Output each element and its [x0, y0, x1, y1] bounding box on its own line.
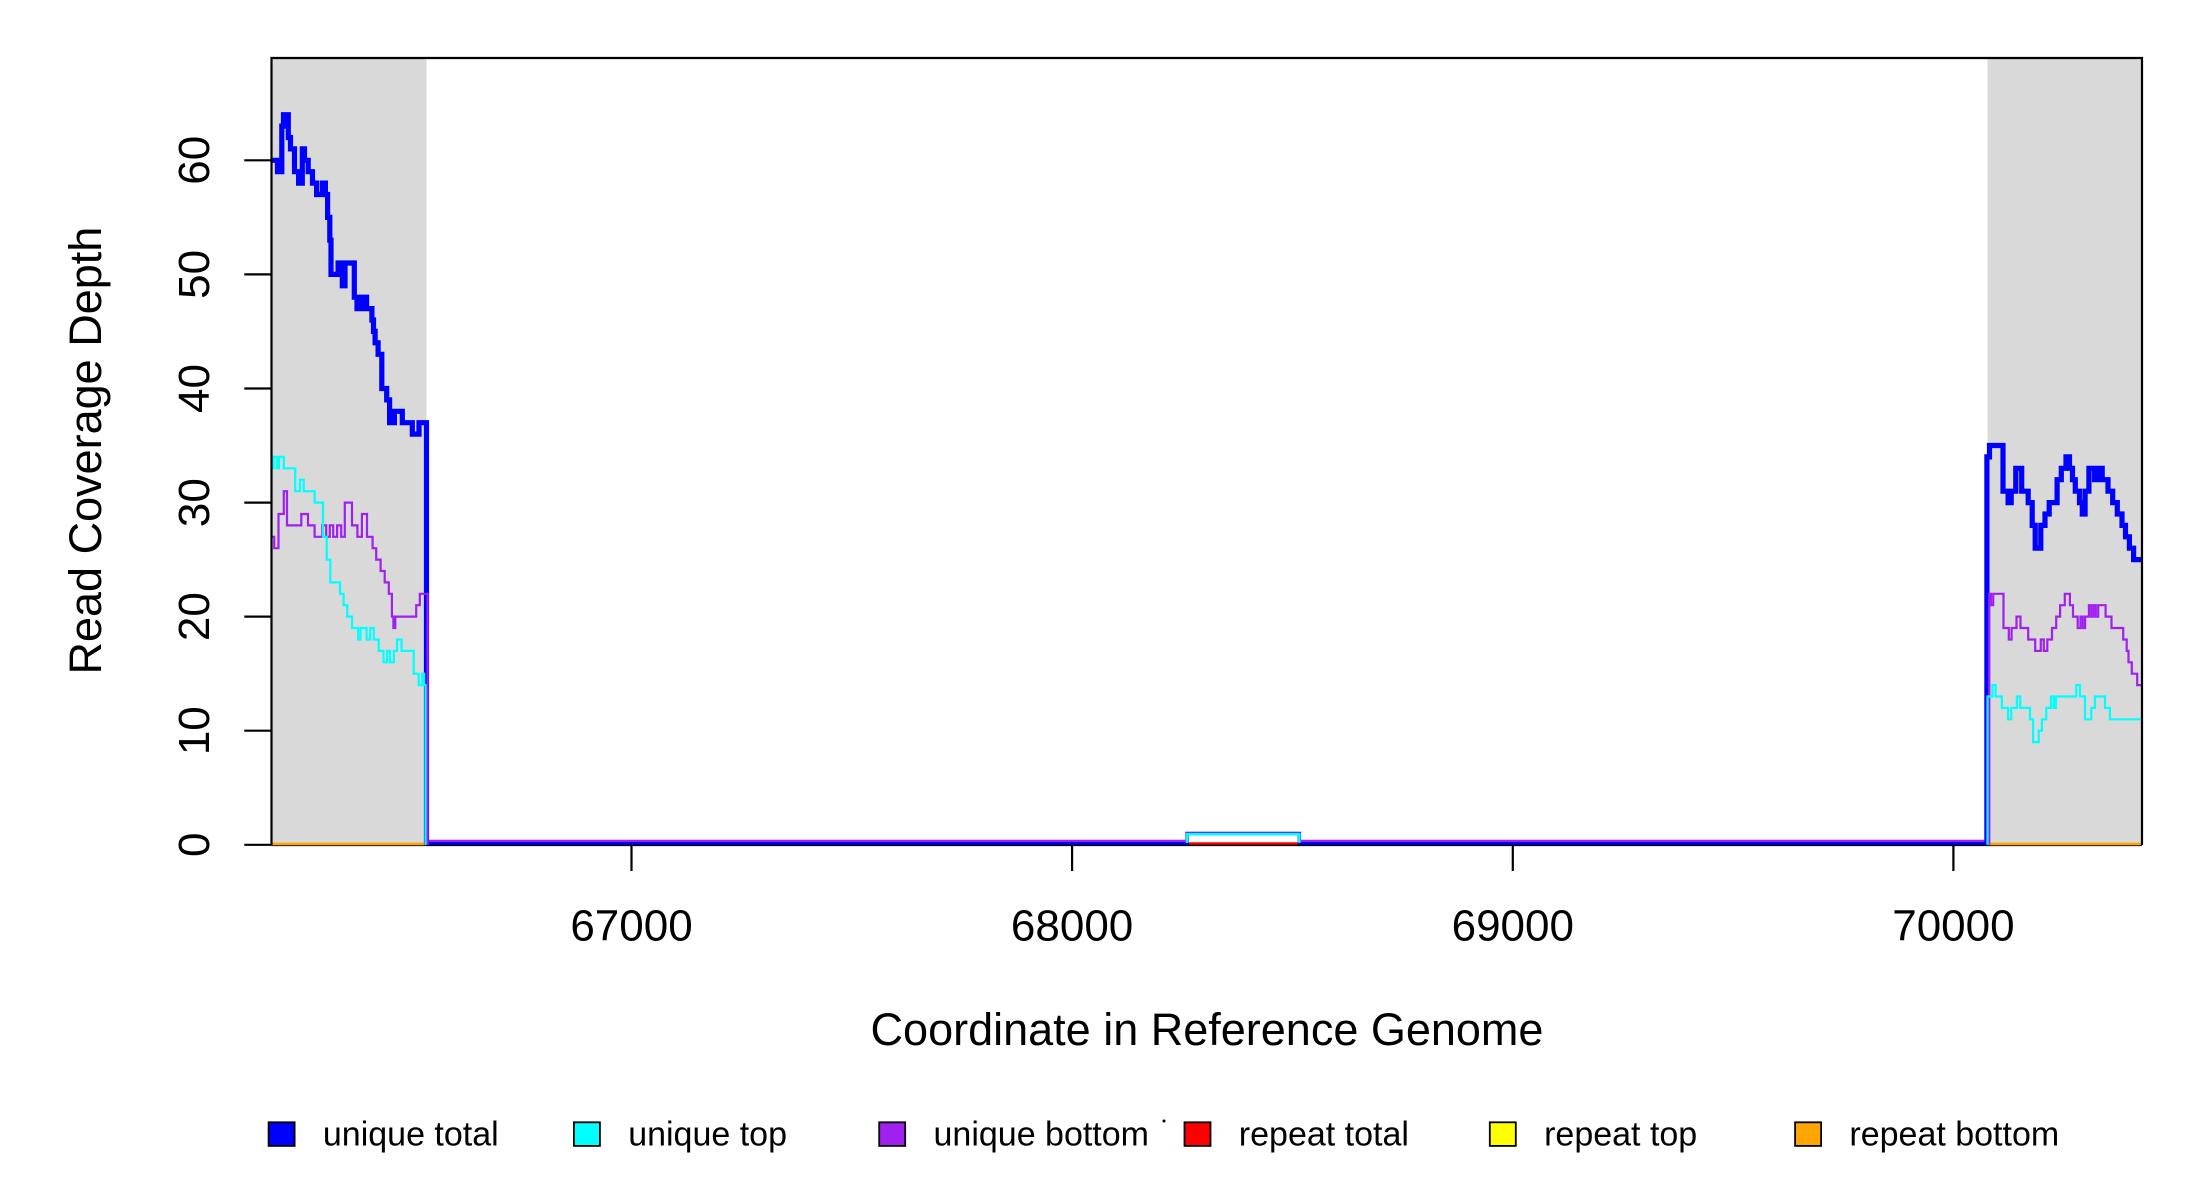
svg-text:68000: 68000 — [1011, 902, 1133, 951]
svg-text:10: 10 — [170, 706, 219, 755]
svg-text:20: 20 — [170, 592, 219, 641]
svg-text:40: 40 — [170, 364, 219, 413]
svg-text:repeat bottom: repeat bottom — [1849, 1116, 2059, 1154]
svg-text:67000: 67000 — [570, 902, 692, 951]
svg-text:30: 30 — [170, 478, 219, 527]
svg-text:0: 0 — [170, 833, 219, 857]
svg-text:repeat total: repeat total — [1239, 1116, 1409, 1154]
svg-text:unique top: unique top — [628, 1116, 787, 1154]
svg-text:60: 60 — [170, 136, 219, 185]
svg-text:unique bottom: unique bottom — [934, 1116, 1150, 1154]
svg-text:unique total: unique total — [323, 1116, 499, 1154]
svg-text:70000: 70000 — [1892, 902, 2014, 951]
svg-text:50: 50 — [170, 250, 219, 299]
svg-text:repeat top: repeat top — [1544, 1116, 1697, 1154]
svg-text:Read Coverage Depth: Read Coverage Depth — [60, 227, 111, 675]
svg-text:69000: 69000 — [1452, 902, 1574, 951]
svg-text:Coordinate in Reference Genome: Coordinate in Reference Genome — [871, 1004, 1544, 1055]
